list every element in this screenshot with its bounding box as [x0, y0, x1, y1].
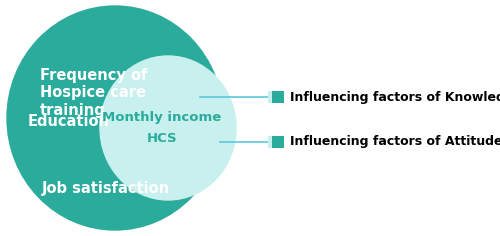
- Text: HCS: HCS: [146, 131, 178, 144]
- Bar: [272, 136, 284, 148]
- Ellipse shape: [7, 6, 223, 230]
- Text: Education: Education: [28, 114, 110, 130]
- Text: Job satisfaction: Job satisfaction: [42, 181, 170, 195]
- Bar: [268, 136, 280, 148]
- Ellipse shape: [100, 56, 236, 200]
- Text: Monthly income: Monthly income: [102, 111, 222, 125]
- Bar: [272, 91, 284, 103]
- Text: Frequency of
Hospice care
training: Frequency of Hospice care training: [40, 68, 148, 118]
- Bar: [268, 91, 280, 103]
- Text: Influencing factors of Attitudes: Influencing factors of Attitudes: [290, 135, 500, 148]
- Text: Influencing factors of Knowledge: Influencing factors of Knowledge: [290, 90, 500, 104]
